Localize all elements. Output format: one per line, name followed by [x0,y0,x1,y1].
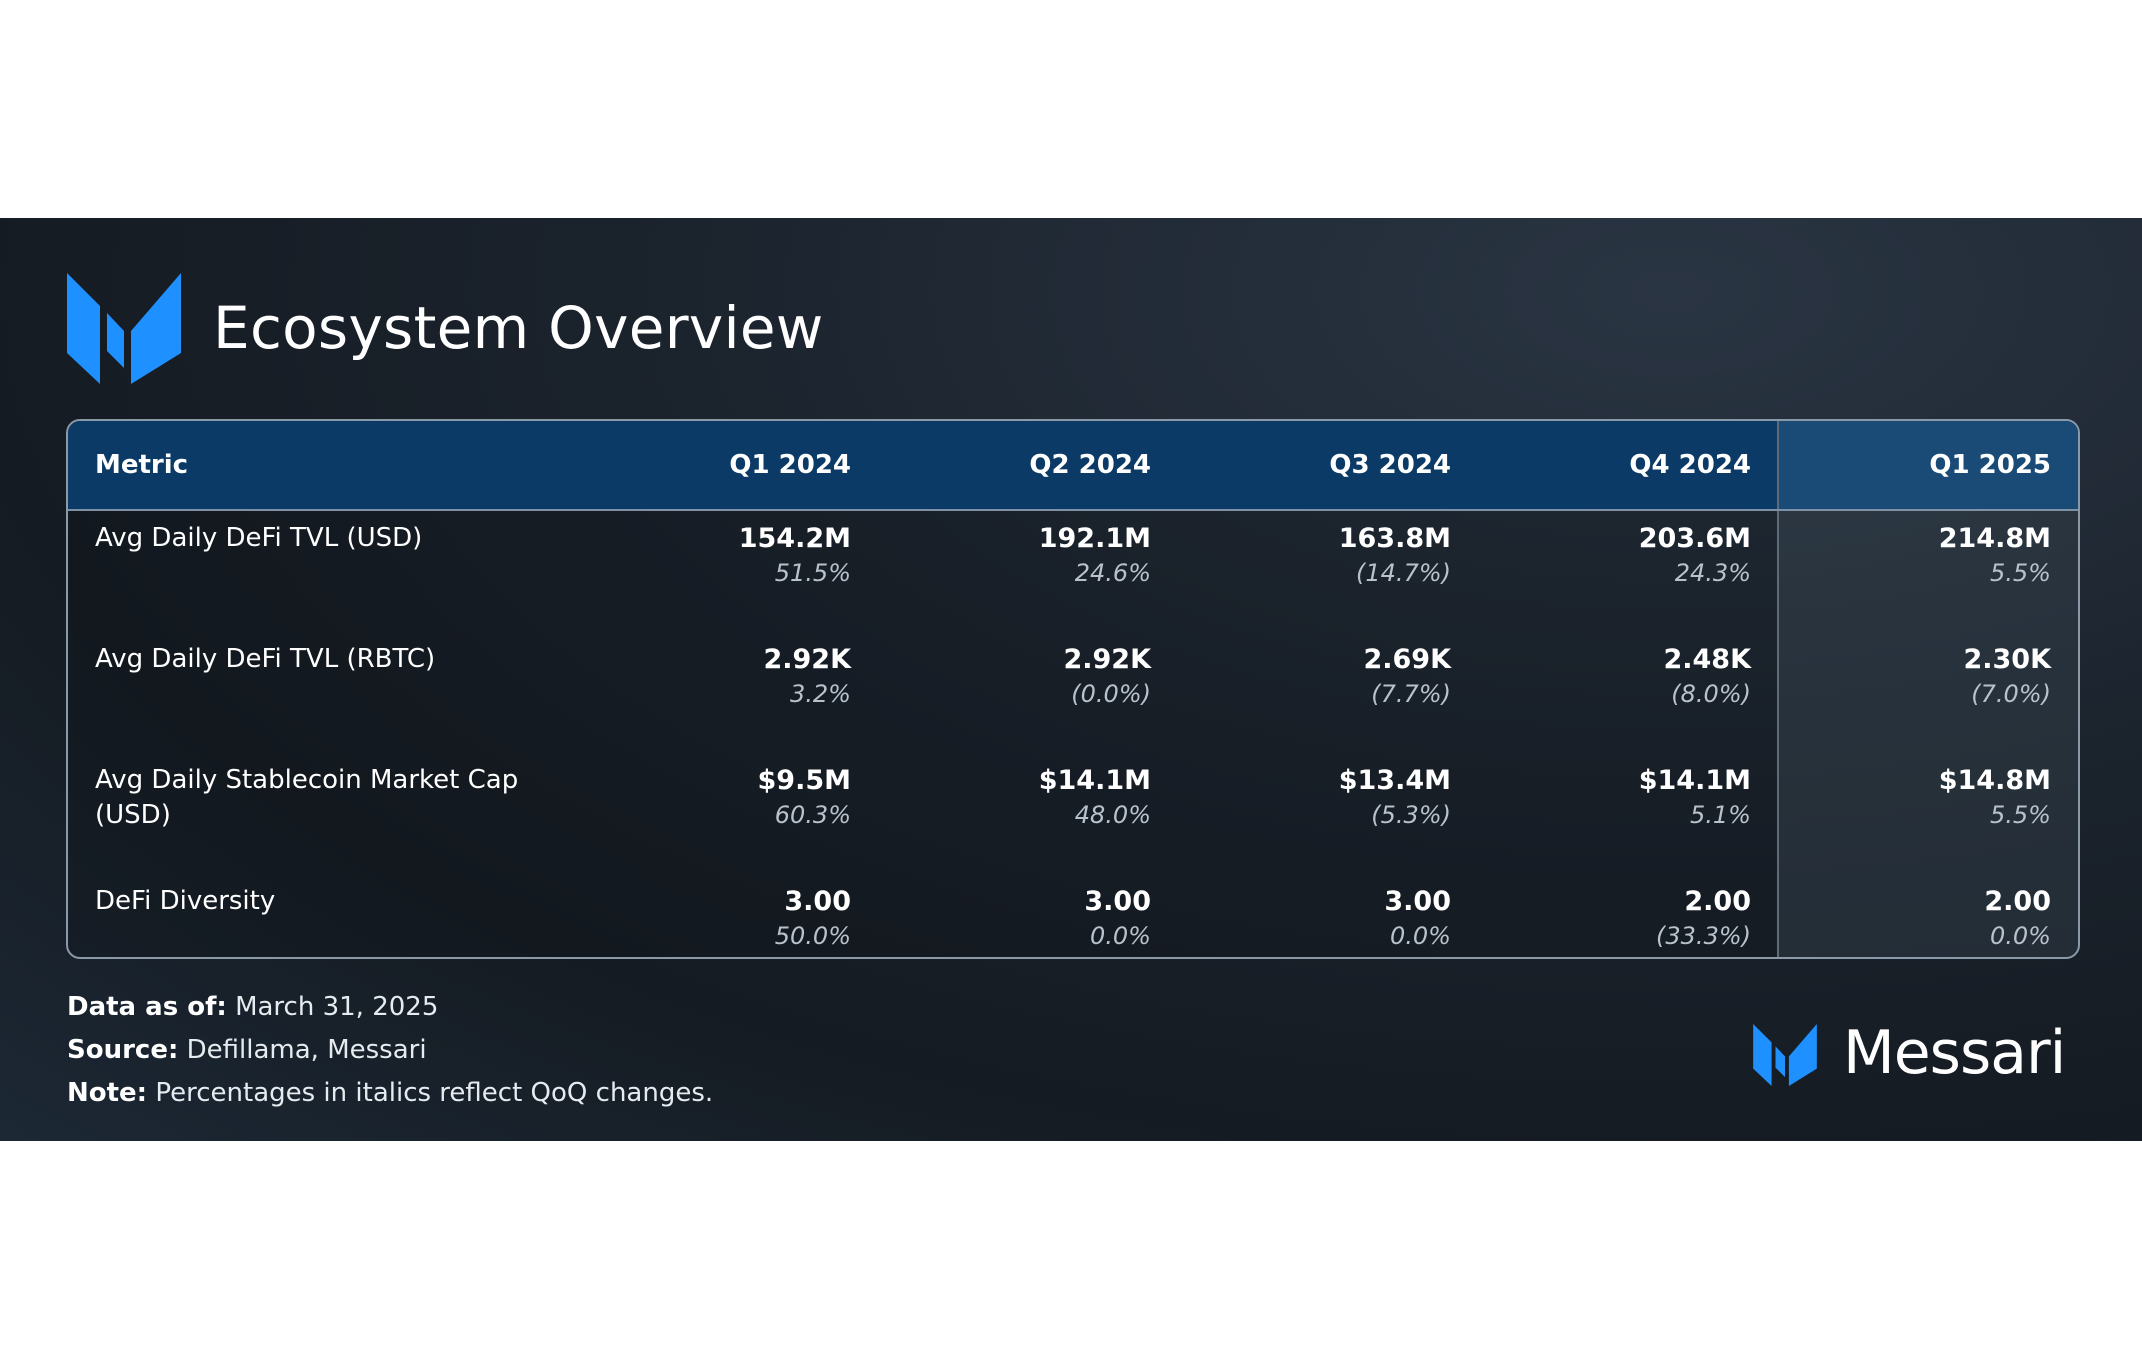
cell-change: 0.0% [1090,922,1151,950]
cell-value: 3.00 [1084,886,1151,917]
note-label: Note: [67,1078,148,1108]
cell-value: $13.4M [1338,765,1451,796]
highlight-header [1777,421,2078,509]
table-cell: 2.69K (7.7%) [1201,642,1451,712]
table-cell: 3.00 50.0% [601,884,851,954]
table-cell: 2.48K (8.0%) [1501,642,1751,712]
column-header-metric: Metric [95,450,189,480]
cell-value: 2.69K [1363,644,1451,675]
table-cell: $13.4M (5.3%) [1201,763,1451,833]
note-line: Note: Percentages in italics reflect QoQ… [67,1072,713,1115]
messari-logo-icon [67,273,181,384]
metric-label: Avg Daily Stablecoin Market Cap (USD) [95,765,519,830]
cell-value: 2.92K [763,644,851,675]
cell-value: 3.00 [784,886,851,917]
overview-banner: Ecosystem Overview Metric Q1 2024 Q2 2024 Q… [0,218,2142,1141]
cell-value: $14.1M [1638,765,1751,796]
cell-change: (0.0%) [1071,680,1151,708]
table-row: DeFi Diversity 3.00 50.0% 3.00 0.0% 3.00 0.0% 2… [68,874,2078,957]
cell-change: 51.5% [774,559,851,587]
cell-change: 3.2% [790,680,851,708]
cell-change: (7.0%) [1971,680,2051,708]
cell-value: $14.8M [1938,765,2051,796]
table-cell: 2.00 0.0% [1801,884,2051,954]
cell-value: 2.00 [1684,886,1751,917]
column-header-q3-2024: Q3 2024 [1329,450,1451,480]
table-cell: 2.92K (0.0%) [901,642,1151,712]
table-row: Avg Daily DeFi TVL (RBTC) 2.92K 3.2% 2.92K (… [68,632,2078,753]
table-row: Avg Daily DeFi TVL (USD) 154.2M 51.5% 192.1… [68,511,2078,632]
source-label: Source: [67,1035,179,1065]
cell-change: 48.0% [1074,801,1151,829]
table-cell: $9.5M 60.3% [601,763,852,833]
cell-value: 2.00 [1984,886,2051,917]
column-header-q2-2024: Q2 2024 [1029,450,1151,480]
note-value: Percentages in italics reflect QoQ chang… [155,1078,714,1108]
table-cell: 214.8M 5.5% [1801,521,2051,591]
metric-label: DeFi Diversity [95,886,276,916]
cell-value: 203.6M [1638,523,1751,554]
table-cell: $14.1M 5.1% [1501,763,1751,833]
cell-change: (33.3%) [1656,922,1751,950]
metric-label: Avg Daily DeFi TVL (RBTC) [95,644,436,674]
cell-change: (14.7%) [1356,559,1451,587]
cell-value: $14.1M [1038,765,1151,796]
table-cell: 2.00 (33.3%) [1501,884,1751,954]
table-cell: 3.00 0.0% [1201,884,1451,954]
cell-change: (7.7%) [1371,680,1451,708]
table-cell: 163.8M (14.7%) [1201,521,1451,591]
cell-change: 5.1% [1690,801,1751,829]
table-cell: 192.1M 24.6% [901,521,1151,591]
cell-change: 5.5% [1990,801,2051,829]
cell-value: 2.30K [1963,644,2051,675]
table-cell: 2.92K 3.2% [601,642,851,712]
brand-name: Messari [1843,1018,2066,1088]
column-header-q1-2025: Q1 2025 [1929,450,2051,480]
cell-change: 5.5% [1990,559,2051,587]
messari-brand: Messari [1752,1018,2082,1088]
cell-change: 60.3% [774,801,851,829]
cell-value: 154.2M [738,523,851,554]
cell-change: 24.6% [1074,559,1151,587]
table-row: Avg Daily Stablecoin Market Cap (USD) $9.… [68,753,2078,874]
cell-change: 24.3% [1674,559,1751,587]
cell-change: 50.0% [774,922,851,950]
column-header-q1-2024: Q1 2024 [729,450,851,480]
messari-brand-icon [1753,1024,1817,1086]
cell-change: 0.0% [1990,922,2051,950]
metric-label: Avg Daily DeFi TVL (USD) [95,523,423,553]
cell-value: 2.92K [1063,644,1151,675]
source-value: Defillama, Messari [186,1035,427,1065]
cell-value: 192.1M [1038,523,1151,554]
cell-change: 0.0% [1390,922,1451,950]
data-as-of-line: Data as of: March 31, 2025 [67,986,713,1029]
table-cell: 154.2M 51.5% [601,521,851,591]
table-cell: 2.30K (7.0%) [1801,642,2051,712]
table-cell: $14.1M 48.0% [901,763,1151,833]
data-as-of-value: March 31, 2025 [235,992,439,1022]
table-cell: 3.00 0.0% [901,884,1151,954]
cell-value: 3.00 [1384,886,1451,917]
data-as-of-label: Data as of: [67,992,227,1022]
table-header: Metric Q1 2024 Q2 2024 Q3 2024 Q4 2024 Q1 202… [68,421,2078,511]
cell-value: 214.8M [1938,523,2051,554]
footnotes: Data as of: March 31, 2025 Source: Defil… [67,986,713,1115]
table-cell: $14.8M 5.5% [1801,763,2051,833]
metrics-table: Metric Q1 2024 Q2 2024 Q3 2024 Q4 2024 Q1 202… [66,419,2080,959]
cell-value: 163.8M [1338,523,1451,554]
cell-value: $9.5M [757,765,852,796]
cell-value: 2.48K [1663,644,1751,675]
cell-change: (5.3%) [1371,801,1451,829]
source-line: Source: Defillama, Messari [67,1029,713,1072]
cell-change: (8.0%) [1671,680,1751,708]
table-cell: 203.6M 24.3% [1501,521,1751,591]
column-header-q4-2024: Q4 2024 [1629,450,1751,480]
page-title: Ecosystem Overview [213,294,824,362]
